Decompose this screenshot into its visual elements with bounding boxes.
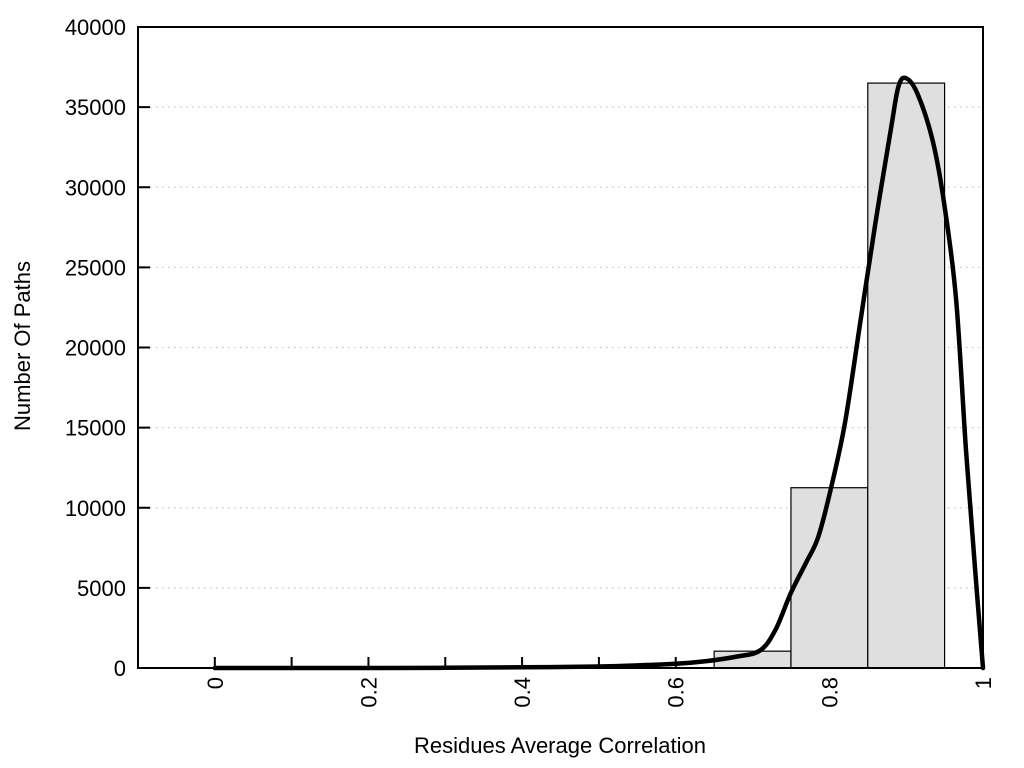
- histogram-bar: [790, 487, 869, 669]
- x-tick-label: 0.6: [664, 677, 689, 708]
- histogram-bars: [713, 82, 946, 669]
- y-tick-label: 0: [114, 656, 126, 681]
- x-tick-label: 0.2: [356, 677, 381, 708]
- y-tick-label: 20000: [65, 336, 126, 361]
- y-tick-label: 5000: [77, 576, 126, 601]
- plot-frame: [137, 26, 984, 669]
- y-tick-label: 35000: [65, 95, 126, 120]
- x-tick-label: 0.8: [817, 677, 842, 708]
- y-tick-label: 25000: [65, 255, 126, 280]
- y-tick-label: 15000: [65, 416, 126, 441]
- density-curve-path: [212, 75, 986, 671]
- y-axis-title: Number Of Paths: [10, 261, 35, 431]
- histogram-bar: [867, 82, 946, 669]
- density-curve: [212, 75, 986, 671]
- x-tick-label: 0: [203, 677, 228, 689]
- plot-border: [137, 26, 984, 669]
- x-axis-title: Residues Average Correlation: [414, 733, 706, 758]
- y-axis-ticks: [138, 26, 150, 669]
- y-tick-label: 10000: [65, 496, 126, 521]
- y-tick-label: 40000: [65, 15, 126, 40]
- y-tick-labels: 0 5000 10000 15000 20000 25000 30000 35000 40000: [65, 15, 126, 681]
- x-tick-labels: 0 0.2 0.4 0.6 0.8 1: [203, 677, 996, 708]
- y-tick-label: 30000: [65, 175, 126, 200]
- x-tick-label: 1: [971, 677, 996, 689]
- x-tick-label: 0.4: [510, 677, 535, 708]
